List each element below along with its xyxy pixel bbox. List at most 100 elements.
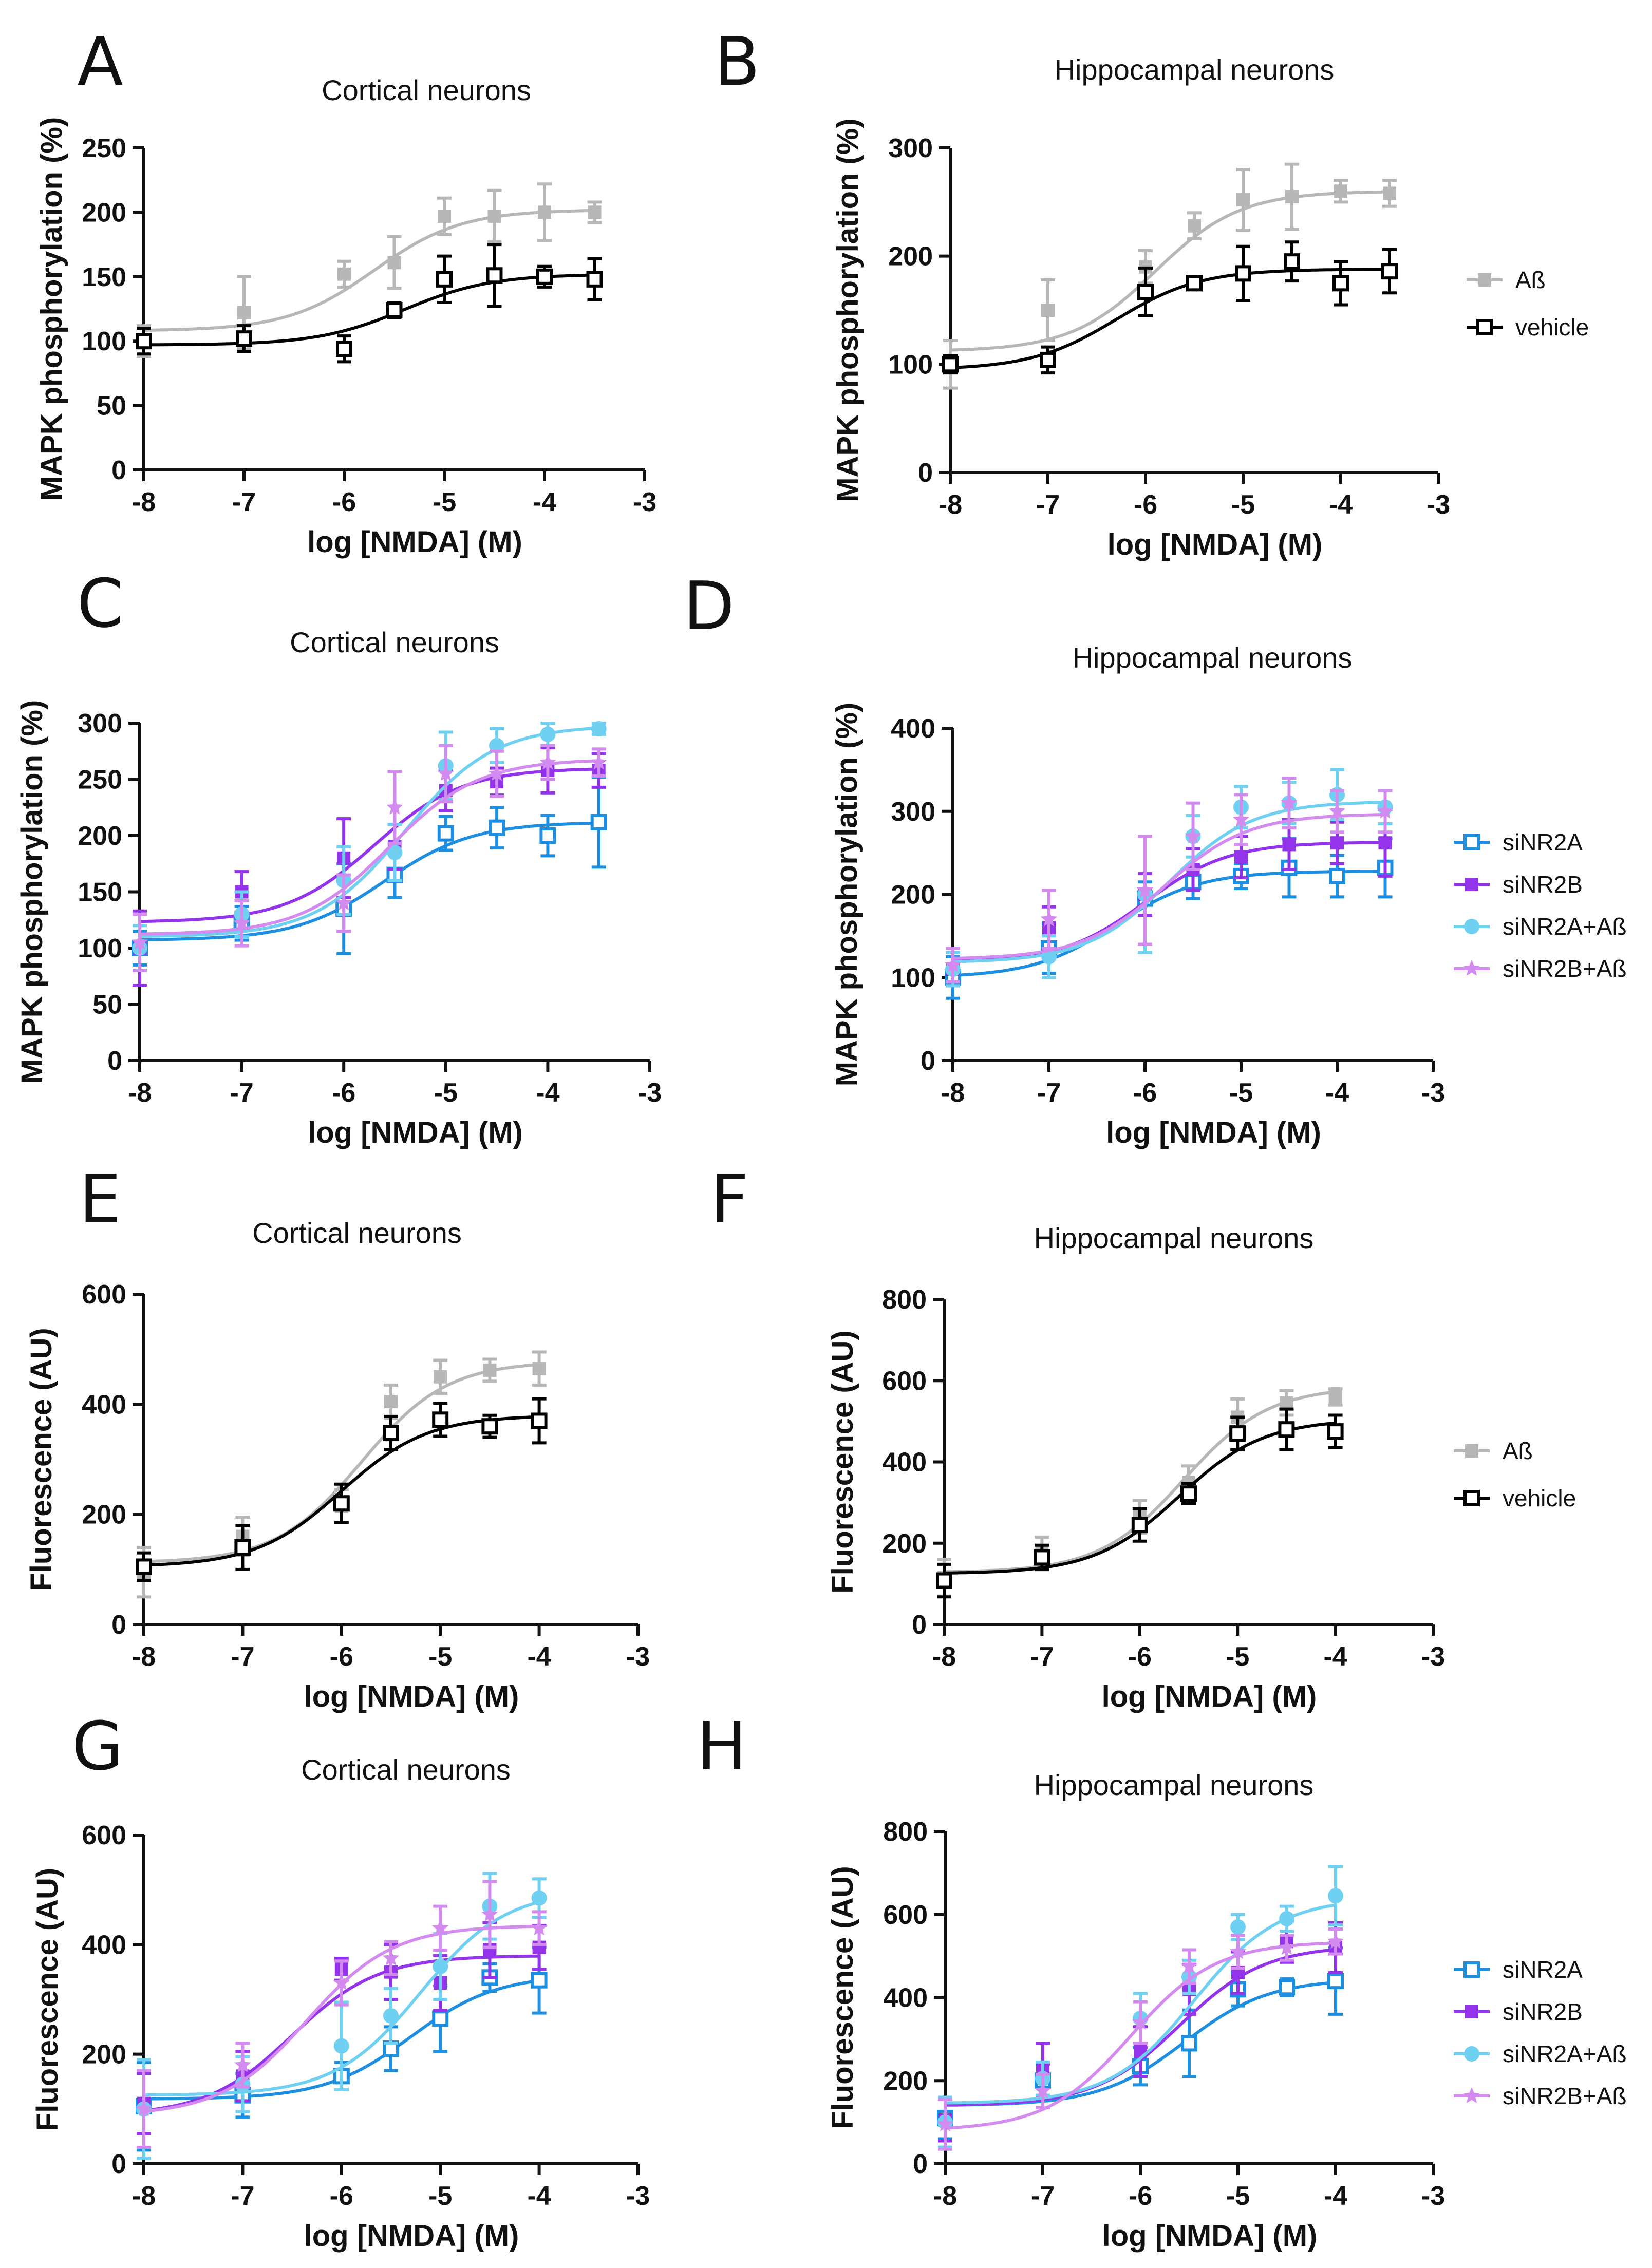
- x-tick-label-a: -5: [433, 487, 456, 517]
- data-point: [432, 1411, 449, 1428]
- data-point: [539, 753, 556, 770]
- x-axis-title-d: log [NMDA] (M): [1106, 1116, 1321, 1149]
- data-point: [333, 2038, 349, 2054]
- series-h-sinr2b-plus-ab: [936, 1927, 1344, 2151]
- x-tick-label-h: -5: [1226, 2181, 1250, 2211]
- x-tick-label-g: -7: [231, 2181, 254, 2211]
- y-tick-label-d: 300: [891, 797, 935, 827]
- data-point: [936, 2115, 954, 2131]
- data-point: [333, 1495, 350, 1512]
- data-point: [1185, 827, 1202, 843]
- data-point: [433, 1959, 448, 1974]
- data-point: [531, 1972, 548, 1989]
- legend-marker: [1463, 2087, 1480, 2103]
- legend-label: siNR2B+Aß: [1503, 2083, 1627, 2109]
- series-a-vehicle: [136, 243, 603, 364]
- data-point: [387, 844, 403, 860]
- x-tick-label-d: -6: [1133, 1078, 1157, 1108]
- x-tick-label-e: -7: [231, 1642, 254, 1672]
- data-point: [384, 1394, 398, 1408]
- data-point: [387, 256, 401, 270]
- x-tick-label-d: -7: [1037, 1078, 1061, 1108]
- x-tick-label-h: -4: [1324, 2181, 1347, 2211]
- chart-title-b: Hippocampal neurons: [1055, 53, 1335, 86]
- data-point: [233, 914, 250, 931]
- data-point: [236, 330, 252, 347]
- data-point: [1186, 275, 1203, 292]
- fit-curve-c-sinr2a-plus-ab: [139, 726, 599, 938]
- x-tick-label-c: -5: [434, 1078, 458, 1108]
- y-tick-label-a: 250: [82, 134, 126, 163]
- y-tick-label-a: 100: [82, 327, 126, 356]
- legend-label: siNR2A+Aß: [1503, 2040, 1627, 2067]
- y-tick-label-b: 0: [918, 458, 933, 488]
- fit-curve-b-vehicle: [950, 268, 1390, 369]
- y-tick-label-c: 200: [78, 821, 122, 851]
- legend-marker: [1463, 960, 1480, 976]
- data-point: [531, 1890, 547, 1906]
- y-axis-title-g: Fluorescence (AU): [31, 1868, 64, 2131]
- chart-title-c: Cortical neurons: [290, 626, 499, 658]
- panel-letter-a: A: [78, 23, 123, 101]
- data-point: [234, 1539, 251, 1556]
- data-point: [335, 894, 352, 911]
- x-tick-label-f: -8: [932, 1642, 956, 1672]
- y-tick-label-f: 200: [882, 1529, 927, 1559]
- data-point: [590, 814, 607, 830]
- y-tick-label-d: 400: [891, 714, 935, 744]
- data-point: [438, 209, 451, 223]
- fit-curve-e-ab: [143, 1363, 539, 1563]
- x-axis-title-f: log [NMDA] (M): [1102, 1680, 1317, 1713]
- y-tick-label-c: 100: [78, 934, 122, 963]
- legend-f: Aß vehicle: [1454, 1438, 1576, 1511]
- data-point: [538, 205, 551, 219]
- y-axis-title-a: MAPK phosphorylation (%): [35, 117, 68, 501]
- y-tick-label-a: 50: [97, 391, 126, 421]
- chart-title-a: Cortical neurons: [322, 74, 531, 106]
- y-tick-label-c: 50: [92, 990, 122, 1020]
- fit-curve-a-ab: [143, 209, 595, 332]
- data-point: [1334, 184, 1347, 198]
- data-point: [135, 2100, 153, 2116]
- data-point: [1281, 794, 1298, 810]
- data-point: [1131, 1517, 1148, 1534]
- data-point: [481, 1418, 498, 1435]
- y-tick-label-b: 100: [888, 350, 933, 380]
- data-point: [590, 753, 607, 770]
- data-point: [489, 819, 505, 836]
- data-point: [383, 1425, 399, 1442]
- legend-label: vehicle: [1503, 1485, 1576, 1511]
- y-tick-label-g: 400: [82, 1930, 126, 1960]
- fit-curve-h-sinr2a-plus-ab: [945, 1903, 1336, 2105]
- x-tick-label-d: -4: [1325, 1078, 1349, 1108]
- series-g-sinr2b-plus-ab: [135, 1880, 548, 2149]
- y-tick-label-d: 100: [891, 963, 935, 993]
- x-axis-title-b: log [NMDA] (M): [1107, 528, 1323, 561]
- data-point: [432, 2010, 449, 2027]
- y-tick-label-e: 400: [82, 1390, 126, 1420]
- legend-marker: [1463, 1490, 1480, 1506]
- x-tick-label-b: -8: [938, 490, 962, 520]
- data-point: [1229, 1425, 1246, 1442]
- data-point: [1229, 1943, 1247, 1959]
- data-point: [487, 209, 501, 223]
- x-tick-label-b: -5: [1231, 490, 1255, 520]
- y-tick-label-e: 200: [82, 1500, 126, 1530]
- data-point: [1279, 1979, 1295, 1996]
- data-point: [1282, 838, 1296, 852]
- data-point: [383, 2008, 399, 2024]
- legend-marker: [1465, 1444, 1478, 1458]
- data-point: [942, 356, 959, 373]
- x-tick-label-b: -4: [1329, 490, 1353, 520]
- x-axis-title-e: log [NMDA] (M): [304, 1680, 519, 1713]
- y-tick-label-h: 0: [913, 2149, 928, 2179]
- data-point: [1284, 253, 1300, 270]
- data-point: [136, 1558, 152, 1575]
- data-point: [1232, 810, 1250, 827]
- series-f-ab: [937, 1387, 1343, 1598]
- data-point: [1040, 911, 1058, 927]
- x-tick-label-g: -6: [330, 2181, 353, 2211]
- x-tick-label-b: -3: [1426, 490, 1450, 520]
- y-tick-label-d: 0: [921, 1046, 935, 1076]
